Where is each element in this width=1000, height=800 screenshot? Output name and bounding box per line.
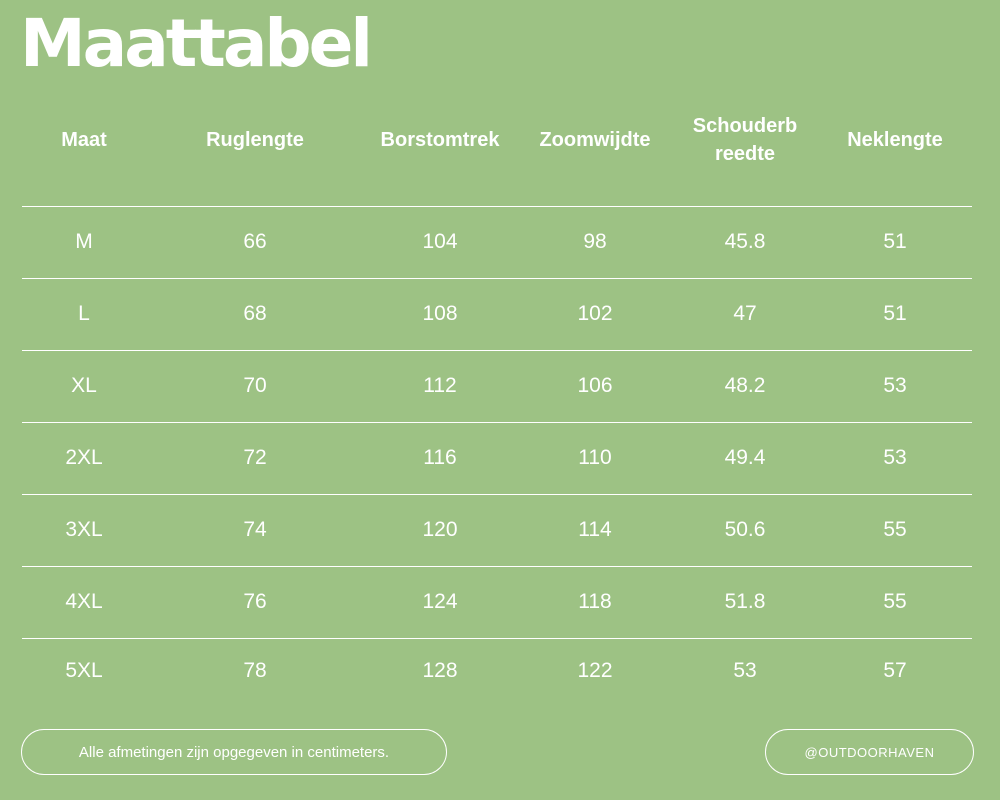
table-cell: 49.4 [724,446,766,469]
table-cell: 110 [578,446,612,469]
table-cell: 108 [422,302,458,325]
table-cell: 50.6 [724,518,766,541]
table-cell: 5XL [65,659,103,682]
column-header: Neklengte [847,129,943,151]
table-cell: XL [71,374,97,397]
table-cell: 53 [883,374,907,397]
table-cell: 122 [577,659,613,682]
table-cell: 106 [577,374,613,397]
table-cell: 70 [243,374,267,397]
row-divider [22,638,972,639]
table-cell: 72 [243,446,267,469]
column-header: Schouderb reedte [692,115,798,165]
table-cell: 51.8 [724,590,766,613]
column-header: Zoomwijdte [539,129,651,151]
units-note: Alle afmetingen zijn opgegeven in centim… [21,729,447,775]
table-row: 4XL 76 124 118 51.8 55 [0,566,1000,638]
table-row: L 68 108 102 47 51 [0,278,1000,350]
table-cell: 66 [243,230,267,253]
table-cell: 114 [578,518,612,541]
table-cell: 68 [243,302,267,325]
row-divider [22,422,972,423]
column-header: Borstomtrek [380,129,500,151]
column-header: Maat [61,129,107,151]
table-cell: 3XL [65,518,103,541]
table-cell: 118 [578,590,612,613]
row-divider [22,278,972,279]
table-cell: 53 [883,446,907,469]
table-cell: 78 [243,659,267,682]
table-cell: 4XL [65,590,103,613]
table-cell: 55 [883,518,907,541]
social-handle: @OUTDOORHAVEN [765,729,974,775]
table-row: 2XL 72 116 110 49.4 53 [0,422,1000,494]
units-note-text: Alle afmetingen zijn opgegeven in centim… [78,743,390,761]
table-cell: 104 [422,230,458,253]
page-title: Maattabel [20,5,373,82]
table-cell: 116 [423,446,457,469]
table-cell: 124 [422,590,458,613]
social-handle-text: @OUTDOORHAVEN [804,744,935,760]
table-row: 3XL 74 120 114 50.6 55 [0,494,1000,566]
table-row: XL 70 112 106 48.2 53 [0,350,1000,422]
table-cell: 51 [883,302,907,325]
table-cell: 120 [422,518,458,541]
table-cell: 47 [733,302,757,325]
table-cell: 53 [733,659,757,682]
table-cell: 74 [243,518,267,541]
table-cell: 45.8 [724,230,766,253]
table-cell: 57 [883,659,907,682]
table-header: Maat Ruglengte Borstomtrek Zoomwijdte Sc… [0,104,1000,176]
table-row: M 66 104 98 45.8 51 [0,206,1000,278]
table-cell: M [75,230,93,253]
row-divider [22,566,972,567]
table-cell: 98 [583,230,607,253]
table-cell: 112 [423,374,457,397]
row-divider [22,206,972,207]
table-cell: 128 [422,659,458,682]
table-cell: 55 [883,590,907,613]
table-cell: 2XL [65,446,103,469]
table-cell: 48.2 [724,374,766,397]
row-divider [22,350,972,351]
table-row: 5XL 78 128 122 53 57 [0,635,1000,707]
table-cell: 102 [577,302,613,325]
row-divider [22,494,972,495]
table-cell: L [78,302,90,325]
table-cell: 51 [883,230,907,253]
table-cell: 76 [243,590,267,613]
column-header: Ruglengte [206,129,304,151]
